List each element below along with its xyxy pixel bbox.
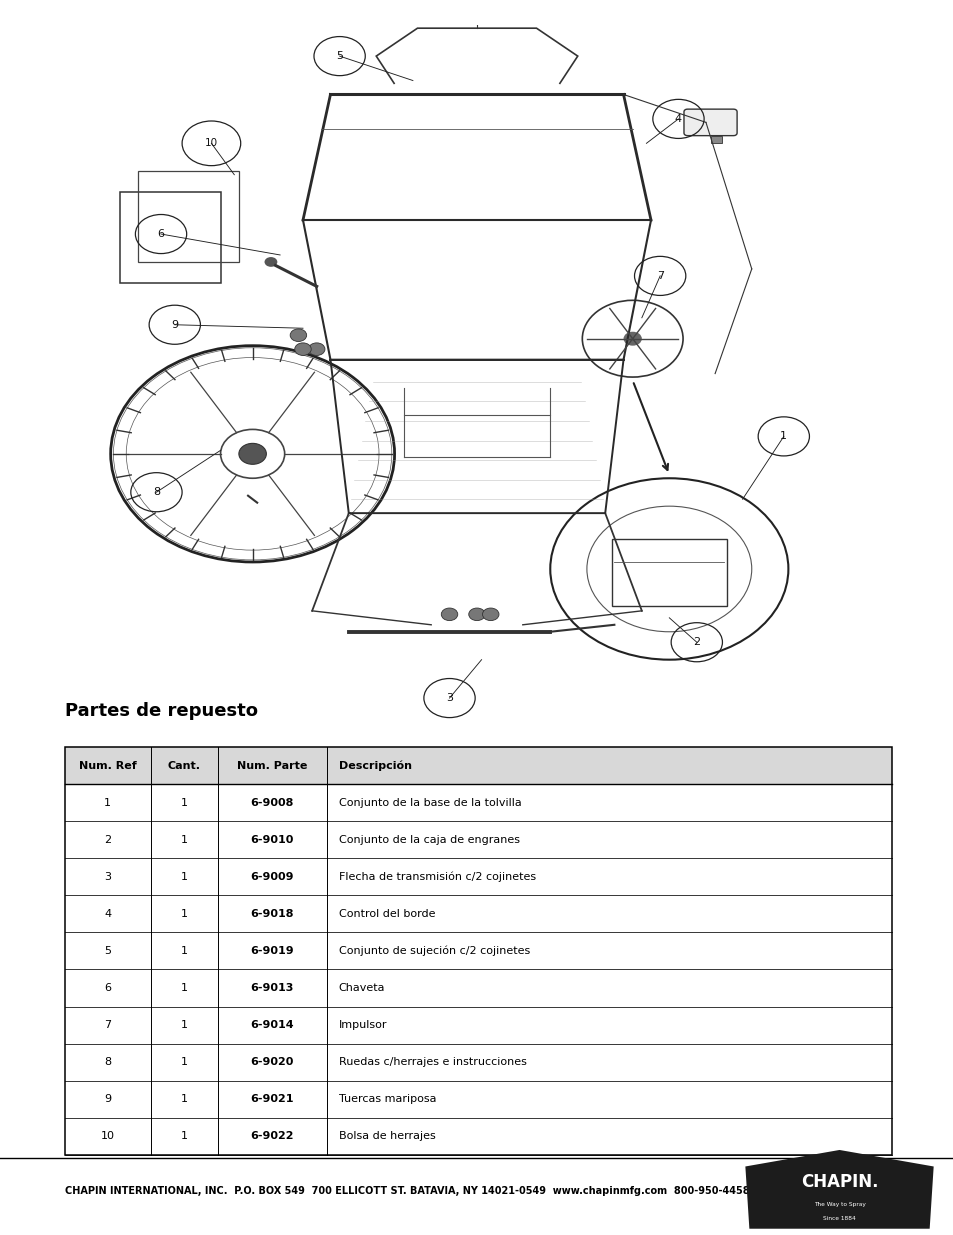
Text: 6-9019: 6-9019 — [251, 946, 294, 956]
Text: 4: 4 — [104, 909, 112, 919]
Text: 7: 7 — [656, 270, 663, 280]
Circle shape — [294, 343, 311, 356]
Text: Tuercas mariposa: Tuercas mariposa — [338, 1094, 436, 1104]
Circle shape — [468, 608, 485, 621]
Text: 1: 1 — [180, 798, 188, 808]
Circle shape — [482, 608, 498, 621]
FancyBboxPatch shape — [710, 136, 720, 143]
Text: 9: 9 — [171, 320, 178, 330]
Text: Chaveta: Chaveta — [338, 983, 385, 993]
Text: 1: 1 — [180, 909, 188, 919]
Text: 1: 1 — [180, 1020, 188, 1030]
Text: 7: 7 — [104, 1020, 112, 1030]
Circle shape — [290, 329, 306, 342]
Text: 1: 1 — [180, 946, 188, 956]
Circle shape — [238, 443, 266, 464]
Text: Num. Parte: Num. Parte — [237, 761, 307, 771]
Text: 9: 9 — [104, 1094, 112, 1104]
Text: 1: 1 — [180, 835, 188, 845]
Text: 1: 1 — [180, 983, 188, 993]
Text: 6-9013: 6-9013 — [251, 983, 294, 993]
Text: 4: 4 — [674, 114, 681, 124]
Text: 8: 8 — [104, 1057, 112, 1067]
Text: 6-9022: 6-9022 — [251, 1131, 294, 1141]
Text: Descripción: Descripción — [338, 761, 412, 771]
Text: 6-9010: 6-9010 — [251, 835, 294, 845]
Text: The Way to Spray: The Way to Spray — [813, 1202, 864, 1207]
Circle shape — [308, 343, 325, 356]
Text: 6-9008: 6-9008 — [251, 798, 294, 808]
Text: 5: 5 — [335, 51, 343, 61]
Text: 6: 6 — [104, 983, 112, 993]
Circle shape — [441, 608, 457, 621]
Text: Conjunto de la base de la tolvilla: Conjunto de la base de la tolvilla — [338, 798, 521, 808]
FancyBboxPatch shape — [65, 747, 891, 784]
Text: 10: 10 — [101, 1131, 114, 1141]
Text: Cant.: Cant. — [168, 761, 200, 771]
Text: 1: 1 — [104, 798, 112, 808]
Text: 1: 1 — [180, 1094, 188, 1104]
Text: 3: 3 — [446, 693, 453, 703]
Polygon shape — [744, 1150, 933, 1229]
Text: 6-9018: 6-9018 — [251, 909, 294, 919]
Text: CHAPIN INTERNATIONAL, INC.  P.O. BOX 549  700 ELLICOTT ST. BATAVIA, NY 14021-054: CHAPIN INTERNATIONAL, INC. P.O. BOX 549 … — [65, 1186, 749, 1195]
Text: 2: 2 — [104, 835, 112, 845]
Text: Flecha de transmisión c/2 cojinetes: Flecha de transmisión c/2 cojinetes — [338, 872, 536, 882]
Text: 6-9020: 6-9020 — [251, 1057, 294, 1067]
Text: Num. Ref: Num. Ref — [79, 761, 136, 771]
Text: 1: 1 — [180, 1057, 188, 1067]
FancyBboxPatch shape — [683, 109, 737, 136]
Text: Conjunto de la caja de engranes: Conjunto de la caja de engranes — [338, 835, 519, 845]
Text: CHAPIN.: CHAPIN. — [800, 1173, 878, 1191]
Text: Bolsa de herrajes: Bolsa de herrajes — [338, 1131, 435, 1141]
Text: Impulsor: Impulsor — [338, 1020, 387, 1030]
Text: 5: 5 — [104, 946, 112, 956]
Text: Ruedas c/herrajes e instrucciones: Ruedas c/herrajes e instrucciones — [338, 1057, 526, 1067]
Text: 10: 10 — [205, 138, 217, 148]
Text: Since 1884: Since 1884 — [822, 1216, 855, 1221]
Text: 8: 8 — [152, 488, 160, 498]
Circle shape — [264, 257, 277, 267]
Text: 6: 6 — [157, 228, 164, 240]
Text: Conjunto de sujeción c/2 cojinetes: Conjunto de sujeción c/2 cojinetes — [338, 946, 529, 956]
Text: 6-9014: 6-9014 — [251, 1020, 294, 1030]
Text: 6-9021: 6-9021 — [251, 1094, 294, 1104]
Text: 3: 3 — [104, 872, 112, 882]
Text: 1: 1 — [780, 431, 786, 441]
Text: 2: 2 — [693, 637, 700, 647]
Text: 1: 1 — [180, 1131, 188, 1141]
Text: Partes de repuesto: Partes de repuesto — [65, 701, 257, 720]
Text: 6-9009: 6-9009 — [251, 872, 294, 882]
Text: 1: 1 — [180, 872, 188, 882]
Text: Control del borde: Control del borde — [338, 909, 435, 919]
Circle shape — [623, 332, 641, 346]
